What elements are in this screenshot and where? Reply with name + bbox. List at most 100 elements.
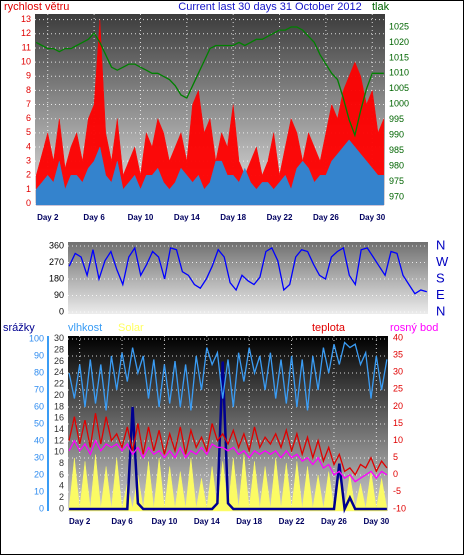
y2-tick-label: 4 bbox=[59, 481, 64, 491]
line-series bbox=[35, 26, 384, 138]
y-tick-label: 90 bbox=[34, 350, 44, 360]
y2-tick-label: 26 bbox=[54, 356, 64, 366]
y2-tick-label: 12 bbox=[54, 435, 64, 445]
x-tick-label: Day 14 bbox=[194, 517, 220, 526]
y-tick-label: 13 bbox=[21, 14, 31, 24]
y2-tick-label: 18 bbox=[54, 401, 64, 411]
y2-tick-label: 0 bbox=[59, 503, 64, 513]
y-tick-label: 12 bbox=[21, 28, 31, 38]
y2-tick-label: 20 bbox=[54, 390, 64, 400]
legend-label: rosný bod bbox=[390, 322, 438, 334]
line-series bbox=[69, 361, 387, 514]
y-tick-label: 20 bbox=[34, 469, 44, 479]
y2-tick-label: 22 bbox=[54, 379, 64, 389]
y-tick-label: 40 bbox=[34, 435, 44, 445]
y-tick-label: 3 bbox=[26, 156, 31, 166]
y-tick-label: 6 bbox=[26, 113, 31, 123]
y-tick-label: 180 bbox=[49, 273, 64, 283]
y2-tick-label: 990 bbox=[389, 130, 404, 140]
y2-tick-label: 1010 bbox=[389, 68, 409, 78]
line-series bbox=[68, 439, 388, 483]
x-tick-label: Day 18 bbox=[236, 517, 262, 526]
y-tick-label: 80 bbox=[34, 367, 44, 377]
x-tick-label: Day 2 bbox=[69, 517, 91, 526]
y2-tick-label: 8 bbox=[59, 458, 64, 468]
y-tick-label: 4 bbox=[26, 141, 31, 151]
y2-tick-label: 985 bbox=[389, 145, 404, 155]
y-tick-label: 8 bbox=[26, 85, 31, 95]
y-tick-label: 7 bbox=[26, 99, 31, 109]
y-tick-label: 2 bbox=[26, 170, 31, 180]
y2-tick-label: 995 bbox=[389, 114, 404, 124]
y3-tick-label: 5 bbox=[393, 452, 398, 462]
y2-tick-label: N bbox=[436, 303, 445, 318]
y3-tick-label: 40 bbox=[393, 332, 403, 342]
y3-tick-label: 25 bbox=[393, 384, 403, 394]
y-tick-label: 270 bbox=[49, 257, 64, 267]
y2-tick-label: 16 bbox=[54, 413, 64, 423]
y-tick-label: 0 bbox=[26, 198, 31, 208]
y2-tick-label: 980 bbox=[389, 160, 404, 170]
y-axis-label: rychlost větru bbox=[4, 1, 69, 13]
x-tick-label: Day 22 bbox=[279, 517, 305, 526]
y2-tick-label: 2 bbox=[59, 492, 64, 502]
legend-label: Solar bbox=[118, 322, 144, 334]
legend-label: teplota bbox=[312, 322, 346, 334]
x-tick-label: Day 30 bbox=[359, 213, 385, 222]
legend-label: vlhkost bbox=[68, 322, 102, 334]
y-tick-label: 10 bbox=[21, 56, 31, 66]
y2-tick-label: 1000 bbox=[389, 99, 409, 109]
y-tick-label: 1 bbox=[26, 184, 31, 194]
y-tick-label: 90 bbox=[54, 290, 64, 300]
y3-tick-label: -5 bbox=[393, 486, 401, 496]
plot-bg bbox=[68, 242, 428, 314]
y2-tick-label: 975 bbox=[389, 176, 404, 186]
y2-tick-label: 30 bbox=[54, 333, 64, 343]
y-tick-label: 0 bbox=[59, 306, 64, 316]
y-tick-label: 30 bbox=[34, 452, 44, 462]
x-tick-label: Day 22 bbox=[267, 213, 293, 222]
y2-tick-label: 6 bbox=[59, 469, 64, 479]
x-tick-label: Day 6 bbox=[111, 517, 133, 526]
y-tick-label: 50 bbox=[34, 418, 44, 428]
y2-tick-label: N bbox=[436, 237, 445, 252]
line-series bbox=[68, 246, 427, 295]
x-tick-label: Day 10 bbox=[128, 213, 154, 222]
x-tick-label: Day 26 bbox=[313, 213, 339, 222]
x-tick-label: Day 6 bbox=[83, 213, 105, 222]
y3-tick-label: 35 bbox=[393, 350, 403, 360]
y3-tick-label: -10 bbox=[393, 503, 406, 513]
y2-tick-label: S bbox=[436, 270, 445, 285]
area-series bbox=[35, 19, 385, 206]
y3-tick-label: 0 bbox=[393, 469, 398, 479]
y2-tick-label: W bbox=[436, 254, 449, 269]
y-tick-label: 5 bbox=[26, 127, 31, 137]
line-series bbox=[68, 341, 388, 411]
y-tick-label: 10 bbox=[34, 486, 44, 496]
y2-tick-label: 1005 bbox=[389, 83, 409, 93]
y-tick-label: 60 bbox=[34, 401, 44, 411]
y2-tick-label: 1025 bbox=[389, 21, 409, 31]
x-tick-label: Day 2 bbox=[37, 213, 59, 222]
y2-tick-label: 14 bbox=[54, 424, 64, 434]
y-tick-label: 9 bbox=[26, 71, 31, 81]
y2-axis-label: tlak bbox=[372, 1, 390, 13]
area-series bbox=[35, 139, 385, 206]
y3-tick-label: 10 bbox=[393, 435, 403, 445]
y-tick-label: 100 bbox=[29, 333, 44, 343]
x-tick-label: Day 10 bbox=[152, 517, 178, 526]
y-tick-label: 0 bbox=[39, 503, 44, 513]
x-tick-label: Day 26 bbox=[321, 517, 347, 526]
x-tick-label: Day 14 bbox=[174, 213, 200, 222]
y2-tick-label: 1020 bbox=[389, 37, 409, 47]
y-tick-label: 11 bbox=[22, 42, 31, 52]
y2-tick-label: 10 bbox=[54, 447, 64, 457]
chart-title: Current last 30 days 31 October 2012 bbox=[178, 1, 361, 13]
y2-tick-label: 24 bbox=[54, 367, 64, 377]
y2-tick-label: 28 bbox=[54, 345, 64, 355]
y-tick-label: 70 bbox=[34, 384, 44, 394]
y2-tick-label: E bbox=[436, 287, 445, 302]
legend-label: srážky bbox=[3, 322, 35, 334]
x-tick-label: Day 30 bbox=[363, 517, 389, 526]
